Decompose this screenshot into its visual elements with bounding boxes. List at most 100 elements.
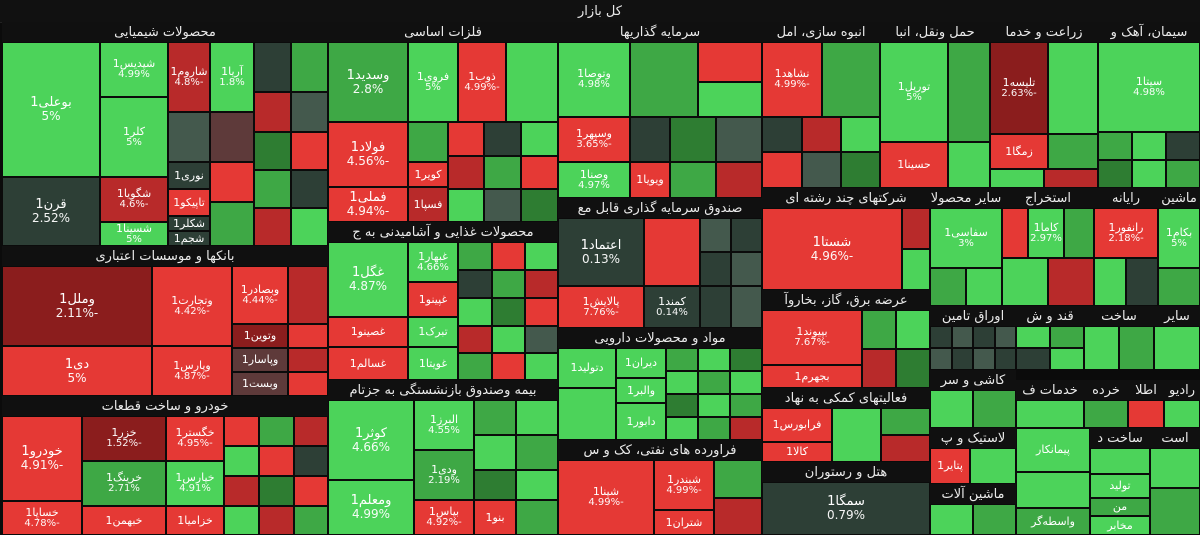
tile-chem-l[interactable] <box>291 170 328 208</box>
tile-tl-b[interactable] <box>973 390 1016 428</box>
tile-sug-a[interactable] <box>1016 326 1050 348</box>
tile-ghpinoo[interactable]: غپینو1 <box>408 282 458 317</box>
tile-vesna[interactable]: وصنا1 4.97% <box>558 162 630 198</box>
tile-mass-f[interactable] <box>802 152 841 188</box>
tile-inv-g[interactable] <box>670 162 716 198</box>
tile-foroui[interactable]: فروی1 5% <box>408 42 458 122</box>
tile-vsepah[interactable]: وسپهر1 -3.65% <box>558 117 630 162</box>
tile-sec-f[interactable] <box>952 348 973 370</box>
tile-sug-c[interactable] <box>1016 348 1050 370</box>
tile-auto-i[interactable] <box>294 476 328 506</box>
tile-zamga[interactable]: زمگا1 <box>990 134 1048 169</box>
tile-et-a[interactable] <box>1128 400 1164 428</box>
tile-ref-a[interactable] <box>714 460 762 498</box>
tile-auto-a[interactable] <box>224 416 259 446</box>
sector-other[interactable]: سایر <box>1154 306 1200 370</box>
tile-diran[interactable]: دیران1 <box>616 348 666 378</box>
sector-food[interactable]: محصولات غذایی و آشامیدنی به ج غگل1 4.87% … <box>328 222 558 380</box>
sector-retail[interactable]: خرده <box>1084 380 1128 428</box>
tile-kamand[interactable]: کمند1 0.14% <box>644 286 700 328</box>
tile-inv-e[interactable] <box>670 117 716 162</box>
tile-palayesh[interactable]: پالایش1 -7.76% <box>558 286 644 328</box>
tile-khapars[interactable]: خپارس1 4.91% <box>166 461 224 506</box>
sector-ast[interactable]: است <box>1150 428 1200 535</box>
tile-taleese[interactable]: تلیسه1 -2.63% <box>990 42 1048 134</box>
tile-bipvand[interactable]: بپیوند1 -7.67% <box>762 310 862 365</box>
tile-cn-a[interactable] <box>1016 472 1090 508</box>
sector-machinery[interactable]: ماشین بکام1 5% <box>1158 188 1200 306</box>
tile-vamelal[interactable]: وملل1 -2.11% <box>2 266 152 346</box>
tile-mass-b[interactable] <box>762 117 802 152</box>
tile-con-a[interactable] <box>1084 326 1119 370</box>
tile-auto-b[interactable] <box>259 416 294 446</box>
sector-banks[interactable]: بانکها و موسسات اعتباری وملل1 -2.11% دی1 5… <box>2 246 328 396</box>
tile-auto-g[interactable] <box>224 476 259 506</box>
tile-chem-f[interactable] <box>291 42 328 92</box>
tile-metals-h[interactable] <box>521 156 558 189</box>
tile-sec-b[interactable] <box>952 326 973 348</box>
tile-shjam[interactable]: شجم1 <box>168 231 210 246</box>
tile-sug-b[interactable] <box>1050 326 1084 348</box>
tile-fund-f[interactable] <box>700 286 731 328</box>
tile-mach-a[interactable] <box>1158 268 1200 306</box>
tile-vbsadr[interactable]: وبصادر1 -4.44% <box>232 266 288 324</box>
tile-metals-b[interactable] <box>408 122 448 162</box>
tile-fravoors[interactable]: فرابورس1 <box>762 408 832 442</box>
tile-food-d[interactable] <box>458 270 492 298</box>
tile-chem-d[interactable] <box>210 202 254 246</box>
sector-transport[interactable]: حمل ونقل، انبا توریل1 5% حسینا1 <box>880 22 990 188</box>
tile-simga[interactable]: سمگا1 0.79% <box>762 482 930 535</box>
tile-pharma-d[interactable] <box>730 348 762 371</box>
tile-hasina[interactable]: حسینا1 <box>880 142 948 188</box>
tile-food-f[interactable] <box>525 270 558 298</box>
tile-mass-d[interactable] <box>841 117 880 152</box>
tile-metals-a[interactable] <box>506 42 558 122</box>
tile-pharma-b[interactable] <box>666 348 698 371</box>
tile-tolid[interactable]: تولید <box>1090 474 1150 498</box>
sector-sugar[interactable]: قند و ش <box>1016 306 1084 370</box>
sector-hotel[interactable]: هتل و رستوران سمگا1 0.79% <box>762 462 930 535</box>
tile-food-b[interactable] <box>492 242 525 270</box>
tile-metals-i[interactable] <box>448 189 484 222</box>
tile-mass-a[interactable] <box>822 42 880 117</box>
sector-radio[interactable]: رادیو <box>1164 380 1200 428</box>
tile-khodro[interactable]: خودرو1 -4.91% <box>2 416 82 501</box>
tile-bouali[interactable]: بوعلی1 5% <box>2 42 100 177</box>
tile-pl-a[interactable] <box>970 448 1016 484</box>
tile-dabour[interactable]: دابور1 <box>616 403 666 440</box>
sector-computer[interactable]: رایانه رانفور1 -2.18% <box>1094 188 1158 306</box>
tile-bank-c[interactable] <box>288 348 328 372</box>
tile-khrang[interactable]: خرینگ1 2.71% <box>82 461 166 506</box>
tile-kosar[interactable]: کوثر1 4.66% <box>328 400 414 480</box>
tile-sec-a[interactable] <box>930 326 952 348</box>
tile-vaya[interactable]: ویویا1 <box>630 162 670 198</box>
tile-ref-b[interactable] <box>714 498 762 535</box>
tile-pharma-k[interactable] <box>666 417 698 440</box>
sector-multi[interactable]: شرکتهای چند رشته ای شستا1 -4.96% <box>762 188 930 290</box>
tile-sec-e[interactable] <box>930 348 952 370</box>
tile-cem-a[interactable] <box>1098 132 1132 160</box>
tile-fesepa[interactable]: فسپا1 <box>408 187 448 222</box>
sector-sakht-d[interactable]: ساخت د تولید من مخابر <box>1090 428 1150 535</box>
tile-agri-c[interactable] <box>990 169 1044 188</box>
tile-serv-b[interactable] <box>881 408 930 435</box>
tile-dtolid[interactable]: دتولید1 <box>558 348 616 388</box>
tile-cem-d[interactable] <box>1098 160 1132 188</box>
tile-chem-m[interactable] <box>254 208 291 246</box>
tile-util-a[interactable] <box>862 310 896 349</box>
tile-noori[interactable]: نوری1 <box>168 162 210 189</box>
sector-pharma[interactable]: مواد و محصولات دارویی دتولید1 دیران1 وال… <box>558 328 762 440</box>
tile-food-o[interactable] <box>525 353 558 380</box>
tile-sec-g[interactable] <box>973 348 995 370</box>
tile-auto-k[interactable] <box>259 506 294 535</box>
sector-insurance[interactable]: بیمه وصندوق بازنشستگی به جزتام کوثر1 4.66… <box>328 380 558 535</box>
tile-m2-a[interactable] <box>930 504 973 535</box>
tile-taiko[interactable]: تاپیکو1 <box>168 189 210 216</box>
tile-food-m[interactable] <box>458 353 492 380</box>
tile-food-e[interactable] <box>492 270 525 298</box>
tile-ghorn[interactable]: قرن1 2.52% <box>2 177 100 246</box>
tile-util-c[interactable] <box>862 349 896 388</box>
tile-food-i[interactable] <box>525 298 558 326</box>
tile-ins-b[interactable] <box>516 400 558 435</box>
tile-chem-j[interactable] <box>291 132 328 170</box>
